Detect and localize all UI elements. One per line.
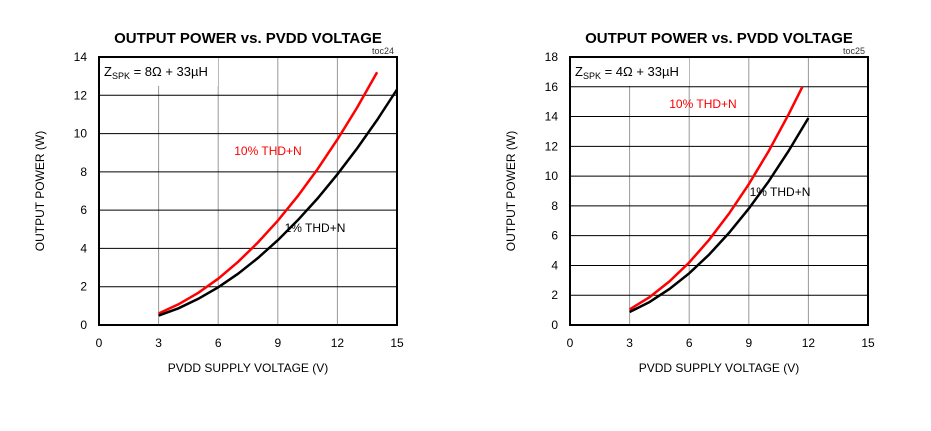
y-tick-label: 14 xyxy=(545,110,559,124)
x-tick-label: 6 xyxy=(215,336,222,350)
y-tick-label: 4 xyxy=(80,241,87,255)
series-label: 1% THD+N xyxy=(750,185,811,199)
x-tick-label: 6 xyxy=(686,336,693,350)
y-tick-label: 4 xyxy=(551,258,558,272)
y-tick-label: 6 xyxy=(80,203,87,217)
y-tick-label: 16 xyxy=(545,80,559,94)
plot-frame xyxy=(98,56,398,326)
y-tick-label: 2 xyxy=(551,288,558,302)
series-label: 10% THD+N xyxy=(669,97,736,111)
y-tick-label: 8 xyxy=(80,165,87,179)
chart-tag: toc25 xyxy=(843,46,865,56)
y-tick-label: 0 xyxy=(80,318,87,332)
chart-title: OUTPUT POWER vs. PVDD VOLTAGE xyxy=(585,30,853,47)
x-tick-label: 15 xyxy=(861,336,875,350)
y-tick-label: 14 xyxy=(74,50,88,64)
y-tick-label: 10 xyxy=(74,127,88,141)
y-tick-label: 18 xyxy=(545,50,559,64)
x-tick-label: 3 xyxy=(626,336,633,350)
annotation-box xyxy=(100,58,218,86)
x-axis-label: PVDD SUPPLY VOLTAGE (V) xyxy=(168,361,329,375)
series-line-10pct xyxy=(628,86,804,311)
chart-tag: toc24 xyxy=(372,46,394,56)
impedance-annotation: ZSPK = 4Ω + 33µH xyxy=(575,64,679,81)
y-axis-label: OUTPUT POWER (W) xyxy=(504,131,518,251)
series-label: 10% THD+N xyxy=(234,144,301,158)
y-tick-label: 8 xyxy=(551,199,558,213)
series-line-1pct xyxy=(158,88,399,317)
x-axis-label: PVDD SUPPLY VOLTAGE (V) xyxy=(639,361,800,375)
x-tick-label: 15 xyxy=(390,336,404,350)
series-line-10pct xyxy=(158,71,379,315)
y-tick-label: 10 xyxy=(545,169,559,183)
x-tick-label: 12 xyxy=(331,336,345,350)
x-tick-label: 9 xyxy=(274,336,281,350)
chart-title: OUTPUT POWER vs. PVDD VOLTAGE xyxy=(114,30,382,47)
y-tick-label: 12 xyxy=(74,88,88,102)
series-line-1pct xyxy=(629,117,810,314)
x-tick-label: 0 xyxy=(96,336,103,350)
impedance-annotation: ZSPK = 8Ω + 33µH xyxy=(104,64,208,81)
y-axis-label: OUTPUT POWER (W) xyxy=(33,131,47,251)
series-label: 1% THD+N xyxy=(285,221,346,235)
y-tick-label: 2 xyxy=(80,280,87,294)
x-tick-label: 9 xyxy=(745,336,752,350)
x-tick-label: 3 xyxy=(155,336,162,350)
y-tick-label: 12 xyxy=(545,139,559,153)
x-tick-label: 12 xyxy=(802,336,816,350)
y-tick-label: 0 xyxy=(551,318,558,332)
x-tick-label: 0 xyxy=(567,336,574,350)
annotation-box xyxy=(571,58,689,86)
plot-frame xyxy=(569,56,869,326)
y-tick-label: 6 xyxy=(551,229,558,243)
